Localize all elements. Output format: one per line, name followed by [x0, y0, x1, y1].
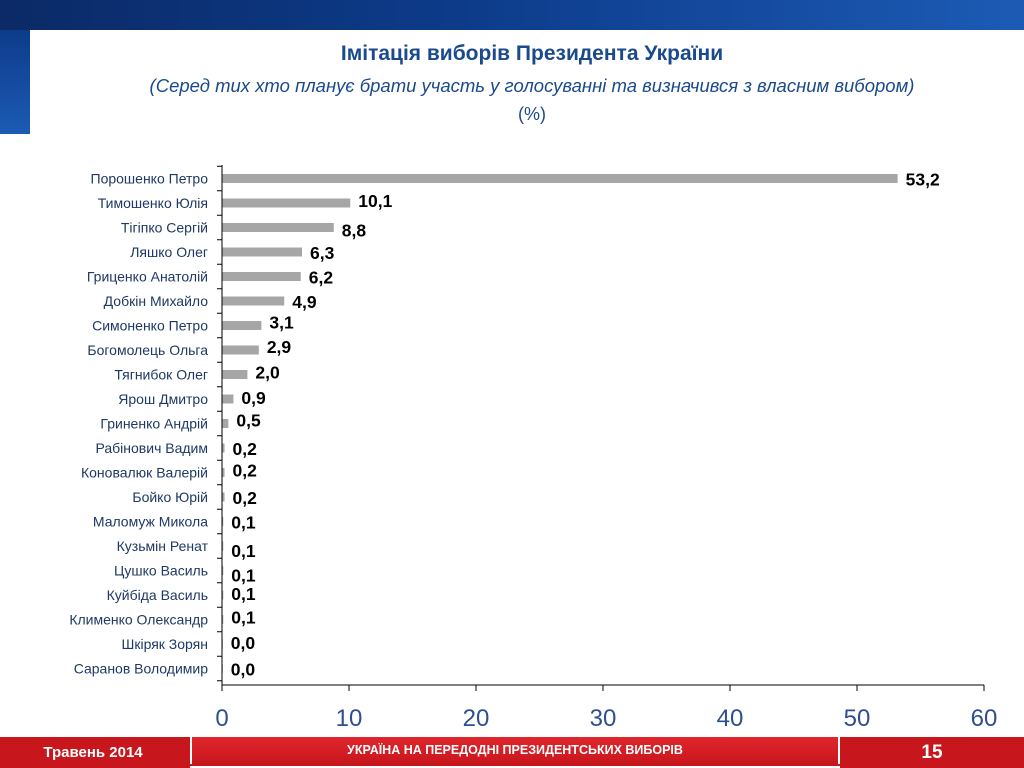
bar	[222, 223, 334, 232]
category-label: Тягнибок Олег	[114, 367, 208, 383]
value-label: 8,8	[342, 221, 367, 241]
bar	[222, 541, 224, 551]
value-label: 0,2	[233, 461, 258, 481]
category-label: Цушко Василь	[114, 563, 208, 579]
value-label: 0,9	[241, 388, 266, 408]
bar	[222, 345, 259, 355]
x-tick-label: 40	[717, 705, 744, 732]
bar	[222, 272, 301, 281]
category-label: Гриценко Анатолій	[87, 269, 208, 285]
category-label: Шкіряк Зорян	[122, 636, 208, 652]
category-label: Саранов Володимир	[74, 661, 209, 677]
slide-title: Імітація виборів Президента України	[340, 42, 724, 65]
category-label: Тігіпко Сергій	[121, 220, 208, 236]
bar	[222, 394, 234, 404]
value-label: 0,0	[231, 660, 256, 680]
category-label: Тимошенко Юлія	[98, 195, 208, 211]
bar	[222, 247, 303, 257]
bar	[222, 590, 224, 600]
slide-unit-label: (%)	[518, 104, 546, 124]
value-label: 0,0	[231, 633, 256, 653]
category-label: Гриненко Андрій	[100, 416, 208, 432]
page-number: 15	[921, 742, 943, 763]
value-label: 0,1	[231, 608, 256, 628]
category-label: Добкін Михайло	[104, 293, 209, 309]
bar	[222, 492, 225, 502]
category-label: Ярош Дмитро	[118, 391, 208, 407]
value-label: 0,1	[231, 541, 256, 561]
value-label: 0,2	[233, 488, 258, 508]
bar	[222, 468, 225, 477]
bar	[222, 370, 248, 379]
footer-divider	[190, 766, 840, 768]
bar	[222, 566, 224, 575]
bar	[222, 517, 224, 526]
value-label: 6,2	[309, 268, 334, 288]
x-tick-label: 20	[463, 705, 490, 732]
category-label: Симоненко Петро	[92, 318, 208, 334]
bar-chart: Порошенко Петро 53,2 Тимошенко Юлія 10,1 Тіг…	[69, 165, 998, 732]
x-tick-label: 50	[844, 705, 871, 732]
value-label: 0,1	[231, 566, 256, 586]
bar	[222, 615, 224, 624]
x-tick-label: 0	[215, 705, 228, 732]
footer-date: Травень 2014	[43, 744, 143, 761]
value-label: 0,5	[236, 411, 261, 431]
bar	[222, 419, 229, 428]
x-tick-label: 60	[971, 705, 998, 732]
value-label: 2,9	[267, 337, 292, 357]
category-label: Ляшко Олег	[130, 244, 208, 260]
value-label: 3,1	[269, 313, 294, 333]
top-decor-band	[0, 0, 1024, 30]
x-tick-label: 10	[336, 705, 363, 732]
category-label: Кузьмін Ренат	[117, 538, 209, 554]
value-label: 10,1	[358, 191, 392, 211]
left-decor-band	[0, 30, 30, 134]
value-label: 0,1	[231, 513, 256, 533]
slide-subtitle: (Серед тих хто планує брати участь у гол…	[149, 75, 915, 96]
value-label: 0,2	[233, 439, 258, 459]
category-label: Куйбіда Василь	[107, 587, 208, 603]
bar	[222, 174, 898, 183]
category-label: Маломуж Микола	[93, 514, 208, 530]
category-label: Богомолець Ольга	[87, 342, 208, 358]
value-label: 6,3	[310, 243, 335, 263]
bar	[222, 296, 285, 306]
category-label: Порошенко Петро	[91, 171, 209, 187]
x-tick-label: 30	[590, 705, 617, 732]
footer-banner: УКРАЇНА НА ПЕРЕДОДНІ ПРЕЗИДЕНТСЬКИХ ВИБО…	[190, 737, 840, 764]
footer-bar: Травень 2014 УКРАЇНА НА ПЕРЕДОДНІ ПРЕЗИД…	[0, 737, 1024, 768]
category-label: Клименко Олександр	[69, 612, 208, 628]
value-label: 0,1	[231, 584, 256, 604]
bar	[222, 443, 225, 453]
value-label: 4,9	[292, 292, 317, 312]
value-label: 2,0	[255, 363, 280, 383]
category-label: Рабінович Вадим	[96, 440, 209, 456]
bar	[222, 198, 351, 208]
value-label: 53,2	[906, 170, 940, 190]
bar	[222, 321, 262, 330]
category-label: Бойко Юрій	[132, 489, 208, 505]
category-label: Коновалюк Валерій	[81, 465, 208, 481]
